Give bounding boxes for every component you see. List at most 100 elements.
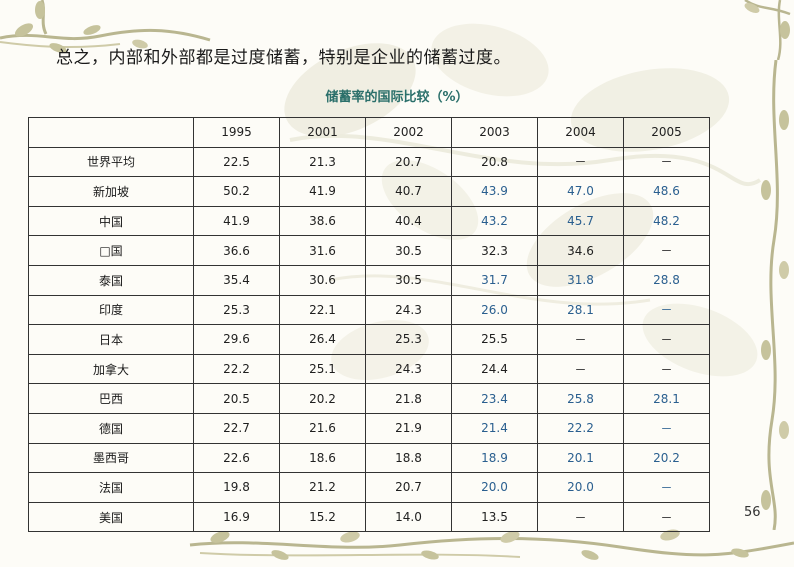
country-cell: 墨西哥 — [28, 442, 194, 474]
savings-value-cell: － — [623, 146, 710, 178]
table-row: 世界平均 22.5 21.3 20.7 20.8 －－ — [28, 146, 710, 178]
year-header: 2004 — [537, 117, 624, 148]
savings-value-cell: 18.9 — [451, 442, 538, 474]
savings-value-cell: 22.7 — [193, 412, 280, 444]
savings-value-cell: 43.9 — [451, 176, 538, 207]
savings-value-cell: 41.9 — [193, 205, 280, 237]
savings-value-cell: 34.6 — [537, 235, 624, 266]
country-cell: 世界平均 — [28, 146, 194, 178]
table-header-row: 1995 2001 2002 2003 2004 2005 — [28, 117, 710, 148]
savings-value-cell: 20.7 — [365, 146, 452, 178]
savings-value-cell: 20.0 — [537, 472, 624, 503]
table-row: 泰国 35.4 30.6 30.5 31.7 31.8 28.8 — [28, 264, 710, 296]
savings-value-cell: 36.6 — [193, 235, 280, 266]
year-header: 2001 — [279, 117, 366, 148]
savings-value-cell: － — [623, 294, 710, 326]
country-cell: □国 — [28, 235, 194, 266]
savings-value-cell: 48.6 — [623, 176, 710, 207]
savings-value-cell: 25.3 — [193, 294, 280, 326]
savings-value-cell: 22.2 — [537, 412, 624, 444]
savings-value-cell: － — [623, 235, 710, 266]
savings-value-cell: 28.8 — [623, 264, 710, 296]
table-row: 法国 19.8 21.2 20.7 20.0 20.0 － — [28, 472, 710, 503]
savings-value-cell: 48.2 — [623, 205, 710, 237]
savings-value-cell: 30.6 — [279, 264, 366, 296]
savings-value-cell: 30.5 — [365, 264, 452, 296]
savings-value-cell: 23.4 — [451, 383, 538, 414]
table-row: 加拿大 22.2 25.1 24.3 24.4 －－ — [28, 353, 710, 385]
table-row: 日本 29.6 26.4 25.3 25.5 －－ — [28, 324, 710, 355]
savings-value-cell: － — [537, 324, 624, 355]
savings-value-cell: － — [623, 472, 710, 503]
table-corner-cell — [28, 117, 194, 148]
savings-value-cell: 20.0 — [451, 472, 538, 503]
savings-value-cell: 18.8 — [365, 442, 452, 474]
savings-value-cell: 45.7 — [537, 205, 624, 237]
year-header: 2002 — [365, 117, 452, 148]
country-cell: 泰国 — [28, 264, 194, 296]
savings-value-cell: 21.2 — [279, 472, 366, 503]
savings-value-cell: 18.6 — [279, 442, 366, 474]
savings-value-cell: 28.1 — [537, 294, 624, 326]
table-row: 印度 25.3 22.1 24.3 26.0 28.1 － — [28, 294, 710, 326]
savings-value-cell: 29.6 — [193, 324, 280, 355]
savings-value-cell: 20.2 — [623, 442, 710, 474]
savings-value-cell: － — [623, 501, 710, 533]
savings-value-cell: 22.6 — [193, 442, 280, 474]
savings-value-cell: 21.9 — [365, 412, 452, 444]
savings-value-cell: 30.5 — [365, 235, 452, 266]
savings-value-cell: 22.5 — [193, 146, 280, 178]
savings-value-cell: 15.2 — [279, 501, 366, 533]
savings-value-cell: 26.0 — [451, 294, 538, 326]
savings-value-cell: 32.3 — [451, 235, 538, 266]
vine-border-right-icon — [761, 60, 789, 530]
savings-value-cell: 24.3 — [365, 294, 452, 326]
country-cell: 美国 — [28, 501, 194, 533]
savings-value-cell: 31.8 — [537, 264, 624, 296]
savings-rate-table: 1995 2001 2002 2003 2004 2005 世界平均 22.5 21… — [28, 117, 710, 533]
savings-value-cell: 21.6 — [279, 412, 366, 444]
savings-value-cell: － — [623, 353, 710, 385]
country-cell: 法国 — [28, 472, 194, 503]
savings-value-cell: － — [537, 501, 624, 533]
page-number: 56 — [744, 505, 761, 520]
table-row: 德国 22.7 21.6 21.9 21.4 22.2 － — [28, 412, 710, 444]
savings-value-cell: 31.7 — [451, 264, 538, 296]
savings-value-cell: 43.2 — [451, 205, 538, 237]
year-header: 2005 — [623, 117, 710, 148]
country-cell: 加拿大 — [28, 353, 194, 385]
country-cell: 日本 — [28, 324, 194, 355]
table-body: 世界平均 22.5 21.3 20.7 20.8 －－新加坡 50.2 41.9 40.7 43.… — [28, 146, 710, 533]
savings-value-cell: 47.0 — [537, 176, 624, 207]
table-row: □国 36.6 31.6 30.5 32.3 34.6 － — [28, 235, 710, 266]
year-header: 2003 — [451, 117, 538, 148]
savings-value-cell: 22.2 — [193, 353, 280, 385]
savings-value-cell: 20.7 — [365, 472, 452, 503]
country-cell: 德国 — [28, 412, 194, 444]
savings-value-cell: 25.8 — [537, 383, 624, 414]
savings-value-cell: 25.5 — [451, 324, 538, 355]
savings-value-cell: 20.5 — [193, 383, 280, 414]
savings-value-cell: 14.0 — [365, 501, 452, 533]
savings-value-cell: － — [623, 412, 710, 444]
country-cell: 新加坡 — [28, 176, 194, 207]
savings-value-cell: － — [537, 146, 624, 178]
savings-value-cell: 40.7 — [365, 176, 452, 207]
savings-value-cell: － — [623, 324, 710, 355]
savings-value-cell: － — [537, 353, 624, 385]
savings-value-cell: 50.2 — [193, 176, 280, 207]
savings-value-cell: 21.3 — [279, 146, 366, 178]
savings-value-cell: 41.9 — [279, 176, 366, 207]
savings-value-cell: 20.8 — [451, 146, 538, 178]
table-row: 中国 41.9 38.6 40.4 43.2 45.7 48.2 — [28, 205, 710, 237]
savings-value-cell: 40.4 — [365, 205, 452, 237]
slide-heading: 总之，内部和外部都是过度储蓄，特别是企业的储蓄过度。 — [56, 48, 511, 68]
savings-value-cell: 31.6 — [279, 235, 366, 266]
savings-value-cell: 25.3 — [365, 324, 452, 355]
savings-value-cell: 26.4 — [279, 324, 366, 355]
savings-value-cell: 24.3 — [365, 353, 452, 385]
year-header: 1995 — [193, 117, 280, 148]
savings-value-cell: 24.4 — [451, 353, 538, 385]
savings-value-cell: 21.4 — [451, 412, 538, 444]
savings-value-cell: 20.2 — [279, 383, 366, 414]
